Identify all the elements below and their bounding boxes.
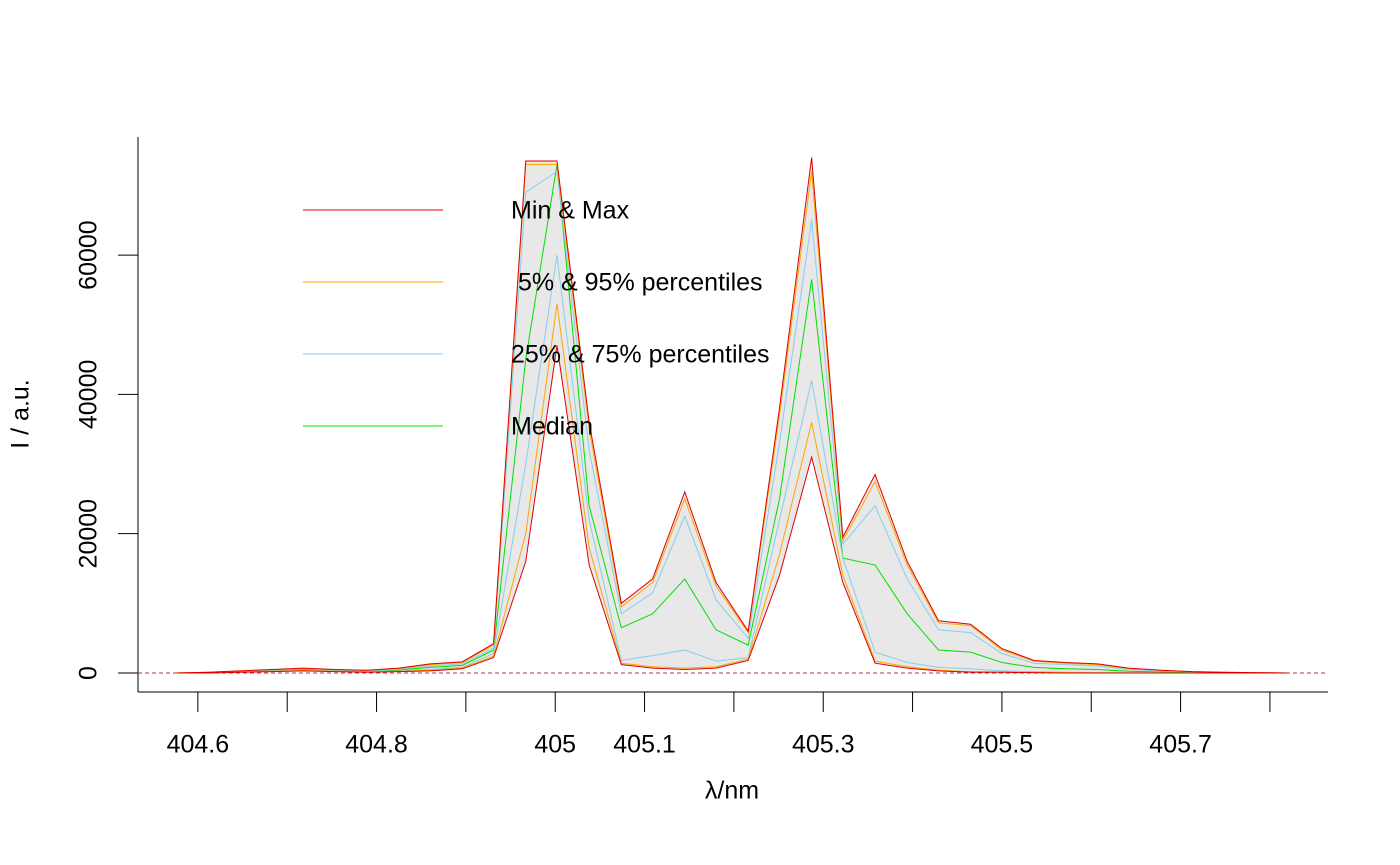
- min-max-band: [176, 157, 1288, 673]
- legend-label: 25% & 75% percentiles: [511, 341, 769, 369]
- x-tick-label: 404.8: [345, 731, 408, 759]
- x-tick-label: 405.3: [792, 731, 855, 759]
- x-axis-label: λ/nm: [705, 777, 759, 805]
- x-tick-label: 405.1: [613, 731, 676, 759]
- y-tick-label: 40000: [75, 360, 103, 430]
- median-line: [176, 164, 1288, 674]
- legend-label: Median: [511, 413, 593, 441]
- y-axis-label: I / a.u.: [7, 379, 35, 448]
- x-tick-label: 405.5: [971, 731, 1034, 759]
- upper-line: [176, 164, 1288, 674]
- legend-label: Min & Max: [511, 197, 630, 225]
- upper-line: [176, 170, 1288, 674]
- legend-label: 5% & 95% percentiles: [511, 269, 763, 297]
- y-tick-label: 20000: [75, 499, 103, 569]
- x-tick-label: 405: [534, 731, 576, 759]
- upper-line: [176, 157, 1288, 674]
- y-tick-label: 60000: [75, 220, 103, 290]
- lower-line: [176, 345, 1288, 674]
- x-tick-label: 404.6: [167, 731, 230, 759]
- y-tick-label: 0: [75, 666, 103, 680]
- x-tick-label: 405.7: [1149, 731, 1212, 759]
